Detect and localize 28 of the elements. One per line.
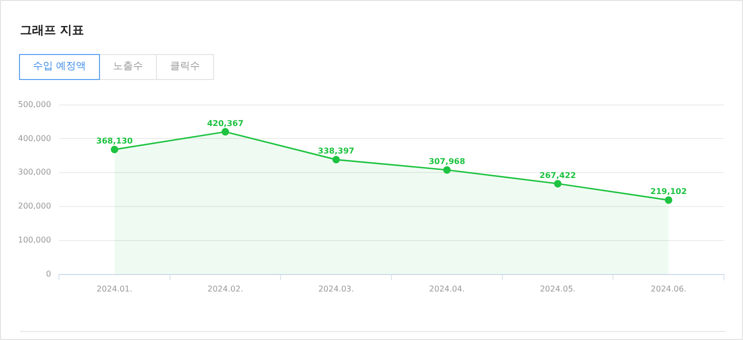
- y-tick-label: 0: [46, 269, 52, 278]
- x-tick-label: 2024.04.: [429, 284, 465, 294]
- y-tick-label: 100,000: [18, 236, 52, 245]
- y-tick-label: 500,000: [18, 100, 52, 109]
- point: [664, 196, 672, 204]
- x-tick-label: 2024.05.: [540, 284, 576, 294]
- y-tick-label: 300,000: [18, 168, 52, 177]
- point: [332, 156, 340, 164]
- data-label: 420,367: [207, 118, 244, 128]
- text: 노출수: [99, 54, 158, 80]
- x-tick-label: 2024.03.: [318, 284, 354, 294]
- data-label: 307,968: [428, 157, 466, 166]
- data-label: 267,422: [540, 170, 576, 180]
- text: 수입 예정액: [19, 54, 100, 80]
- data-label: 338,397: [318, 146, 354, 156]
- data-label: 219,102: [650, 187, 687, 196]
- x-tick-label: 2024.06.: [650, 284, 686, 294]
- text: 클릭수: [156, 54, 214, 80]
- point: [222, 128, 230, 136]
- data-label: 368,130: [96, 136, 134, 146]
- point: [554, 180, 562, 188]
- x-tick-label: 2024.02.: [208, 284, 244, 294]
- x-tick-label: 2024.01.: [96, 284, 132, 294]
- point: [110, 146, 118, 154]
- point: [443, 166, 451, 174]
- y-tick-label: 400,000: [18, 134, 52, 143]
- y-tick-label: 200,000: [18, 202, 52, 211]
- chart-title: 그래프 지표: [20, 22, 84, 39]
